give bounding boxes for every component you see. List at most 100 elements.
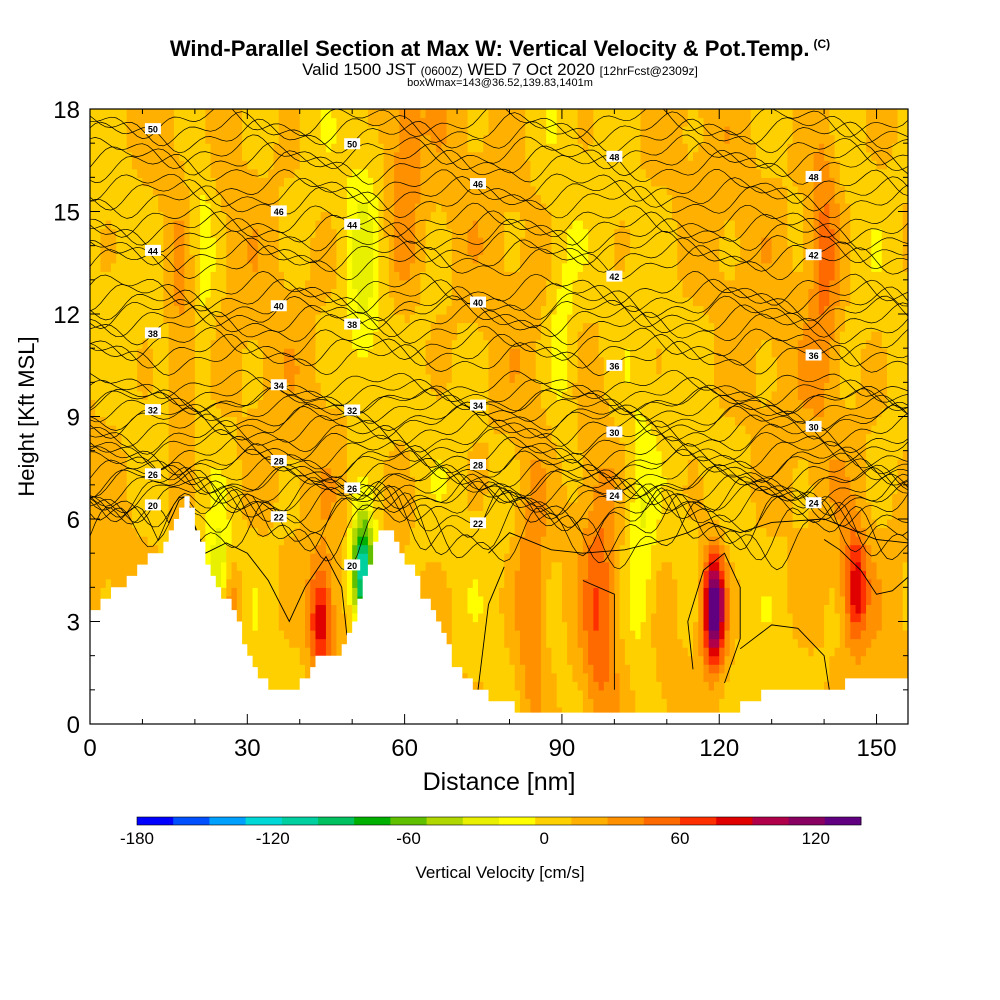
velocity-cell xyxy=(284,587,290,597)
velocity-cell xyxy=(346,382,353,392)
velocity-cell xyxy=(126,331,133,341)
velocity-cell xyxy=(346,348,353,358)
velocity-cell xyxy=(168,450,175,460)
velocity-cell xyxy=(131,407,138,418)
velocity-cell xyxy=(294,356,301,366)
velocity-cell xyxy=(341,399,348,409)
velocity-cell xyxy=(105,399,112,409)
velocity-cell xyxy=(152,134,159,144)
velocity-cell xyxy=(158,160,165,170)
velocity-cell xyxy=(425,390,432,401)
velocity-cell xyxy=(100,510,107,520)
velocity-cell xyxy=(331,587,338,597)
velocity-cell xyxy=(310,245,317,255)
velocity-cell xyxy=(205,519,212,529)
velocity-cell xyxy=(446,185,453,196)
velocity-cell xyxy=(142,493,149,503)
velocity-cell xyxy=(100,527,107,537)
velocity-cell xyxy=(341,621,348,631)
velocity-cell xyxy=(373,519,379,529)
velocity-cell xyxy=(189,442,196,452)
velocity-cell xyxy=(110,117,117,127)
velocity-cell xyxy=(362,185,369,196)
velocity-cell xyxy=(415,433,421,443)
velocity-cell xyxy=(362,305,369,315)
velocity-cell xyxy=(100,305,107,315)
velocity-cell xyxy=(284,570,290,580)
velocity-cell xyxy=(152,390,159,401)
velocity-cell xyxy=(310,126,317,136)
velocity-cell xyxy=(247,476,254,486)
velocity-cell xyxy=(189,177,196,187)
velocity-cell xyxy=(221,228,227,238)
velocity-cell xyxy=(236,143,243,153)
velocity-cell xyxy=(336,467,343,477)
velocity-cell xyxy=(310,202,317,213)
velocity-cell xyxy=(236,373,243,383)
velocity-cell xyxy=(90,194,96,204)
velocity-cell xyxy=(105,322,112,332)
velocity-cell xyxy=(341,177,348,187)
velocity-cell xyxy=(110,348,117,358)
velocity-cell xyxy=(420,211,427,221)
velocity-cell xyxy=(289,664,296,674)
velocity-cell xyxy=(131,117,138,127)
velocity-cell xyxy=(152,442,159,452)
velocity-cell xyxy=(299,296,306,307)
velocity-cell xyxy=(247,612,254,623)
velocity-cell xyxy=(131,450,138,460)
velocity-cell xyxy=(263,271,269,281)
velocity-cell xyxy=(294,109,301,119)
velocity-cell xyxy=(147,237,154,247)
velocity-cell xyxy=(90,493,96,503)
velocity-cell xyxy=(137,109,144,119)
velocity-cell xyxy=(215,160,222,170)
velocity-cell xyxy=(110,544,117,554)
velocity-cell xyxy=(331,407,338,418)
velocity-cell xyxy=(116,467,123,477)
velocity-cell xyxy=(95,595,102,606)
velocity-cell xyxy=(95,544,102,554)
velocity-cell xyxy=(336,433,343,443)
velocity-cell xyxy=(268,672,275,682)
velocity-cell xyxy=(373,237,379,247)
velocity-cell xyxy=(310,117,317,127)
velocity-cell xyxy=(194,373,201,383)
velocity-cell xyxy=(90,254,96,264)
velocity-cell xyxy=(263,365,269,375)
velocity-cell xyxy=(131,399,138,409)
velocity-cell xyxy=(289,151,296,161)
velocity-cell xyxy=(121,305,128,315)
velocity-cell xyxy=(210,288,217,298)
velocity-cell xyxy=(158,416,165,426)
velocity-cell xyxy=(383,493,390,503)
velocity-cell xyxy=(388,501,395,512)
velocity-cell xyxy=(173,459,180,469)
velocity-cell xyxy=(341,536,348,546)
velocity-cell xyxy=(425,194,432,204)
velocity-cell xyxy=(425,339,432,349)
velocity-cell xyxy=(121,416,128,426)
velocity-cell xyxy=(315,638,322,648)
velocity-cell xyxy=(425,202,432,213)
velocity-cell xyxy=(304,484,311,494)
velocity-cell xyxy=(315,151,322,161)
velocity-cell xyxy=(373,390,379,401)
velocity-cell xyxy=(221,467,227,477)
velocity-cell xyxy=(242,117,248,127)
velocity-cell xyxy=(121,160,128,170)
velocity-cell xyxy=(110,519,117,529)
velocity-cell xyxy=(194,220,201,230)
velocity-cell xyxy=(325,638,332,648)
velocity-cell xyxy=(126,570,133,580)
velocity-cell xyxy=(205,296,212,307)
velocity-cell xyxy=(268,425,275,435)
velocity-cell xyxy=(399,484,406,494)
velocity-cell xyxy=(147,314,154,324)
velocity-cell xyxy=(152,493,159,503)
velocity-cell xyxy=(331,262,338,272)
velocity-cell xyxy=(252,151,259,161)
velocity-cell xyxy=(289,211,296,221)
velocity-cell xyxy=(257,655,264,665)
velocity-cell xyxy=(95,160,102,170)
